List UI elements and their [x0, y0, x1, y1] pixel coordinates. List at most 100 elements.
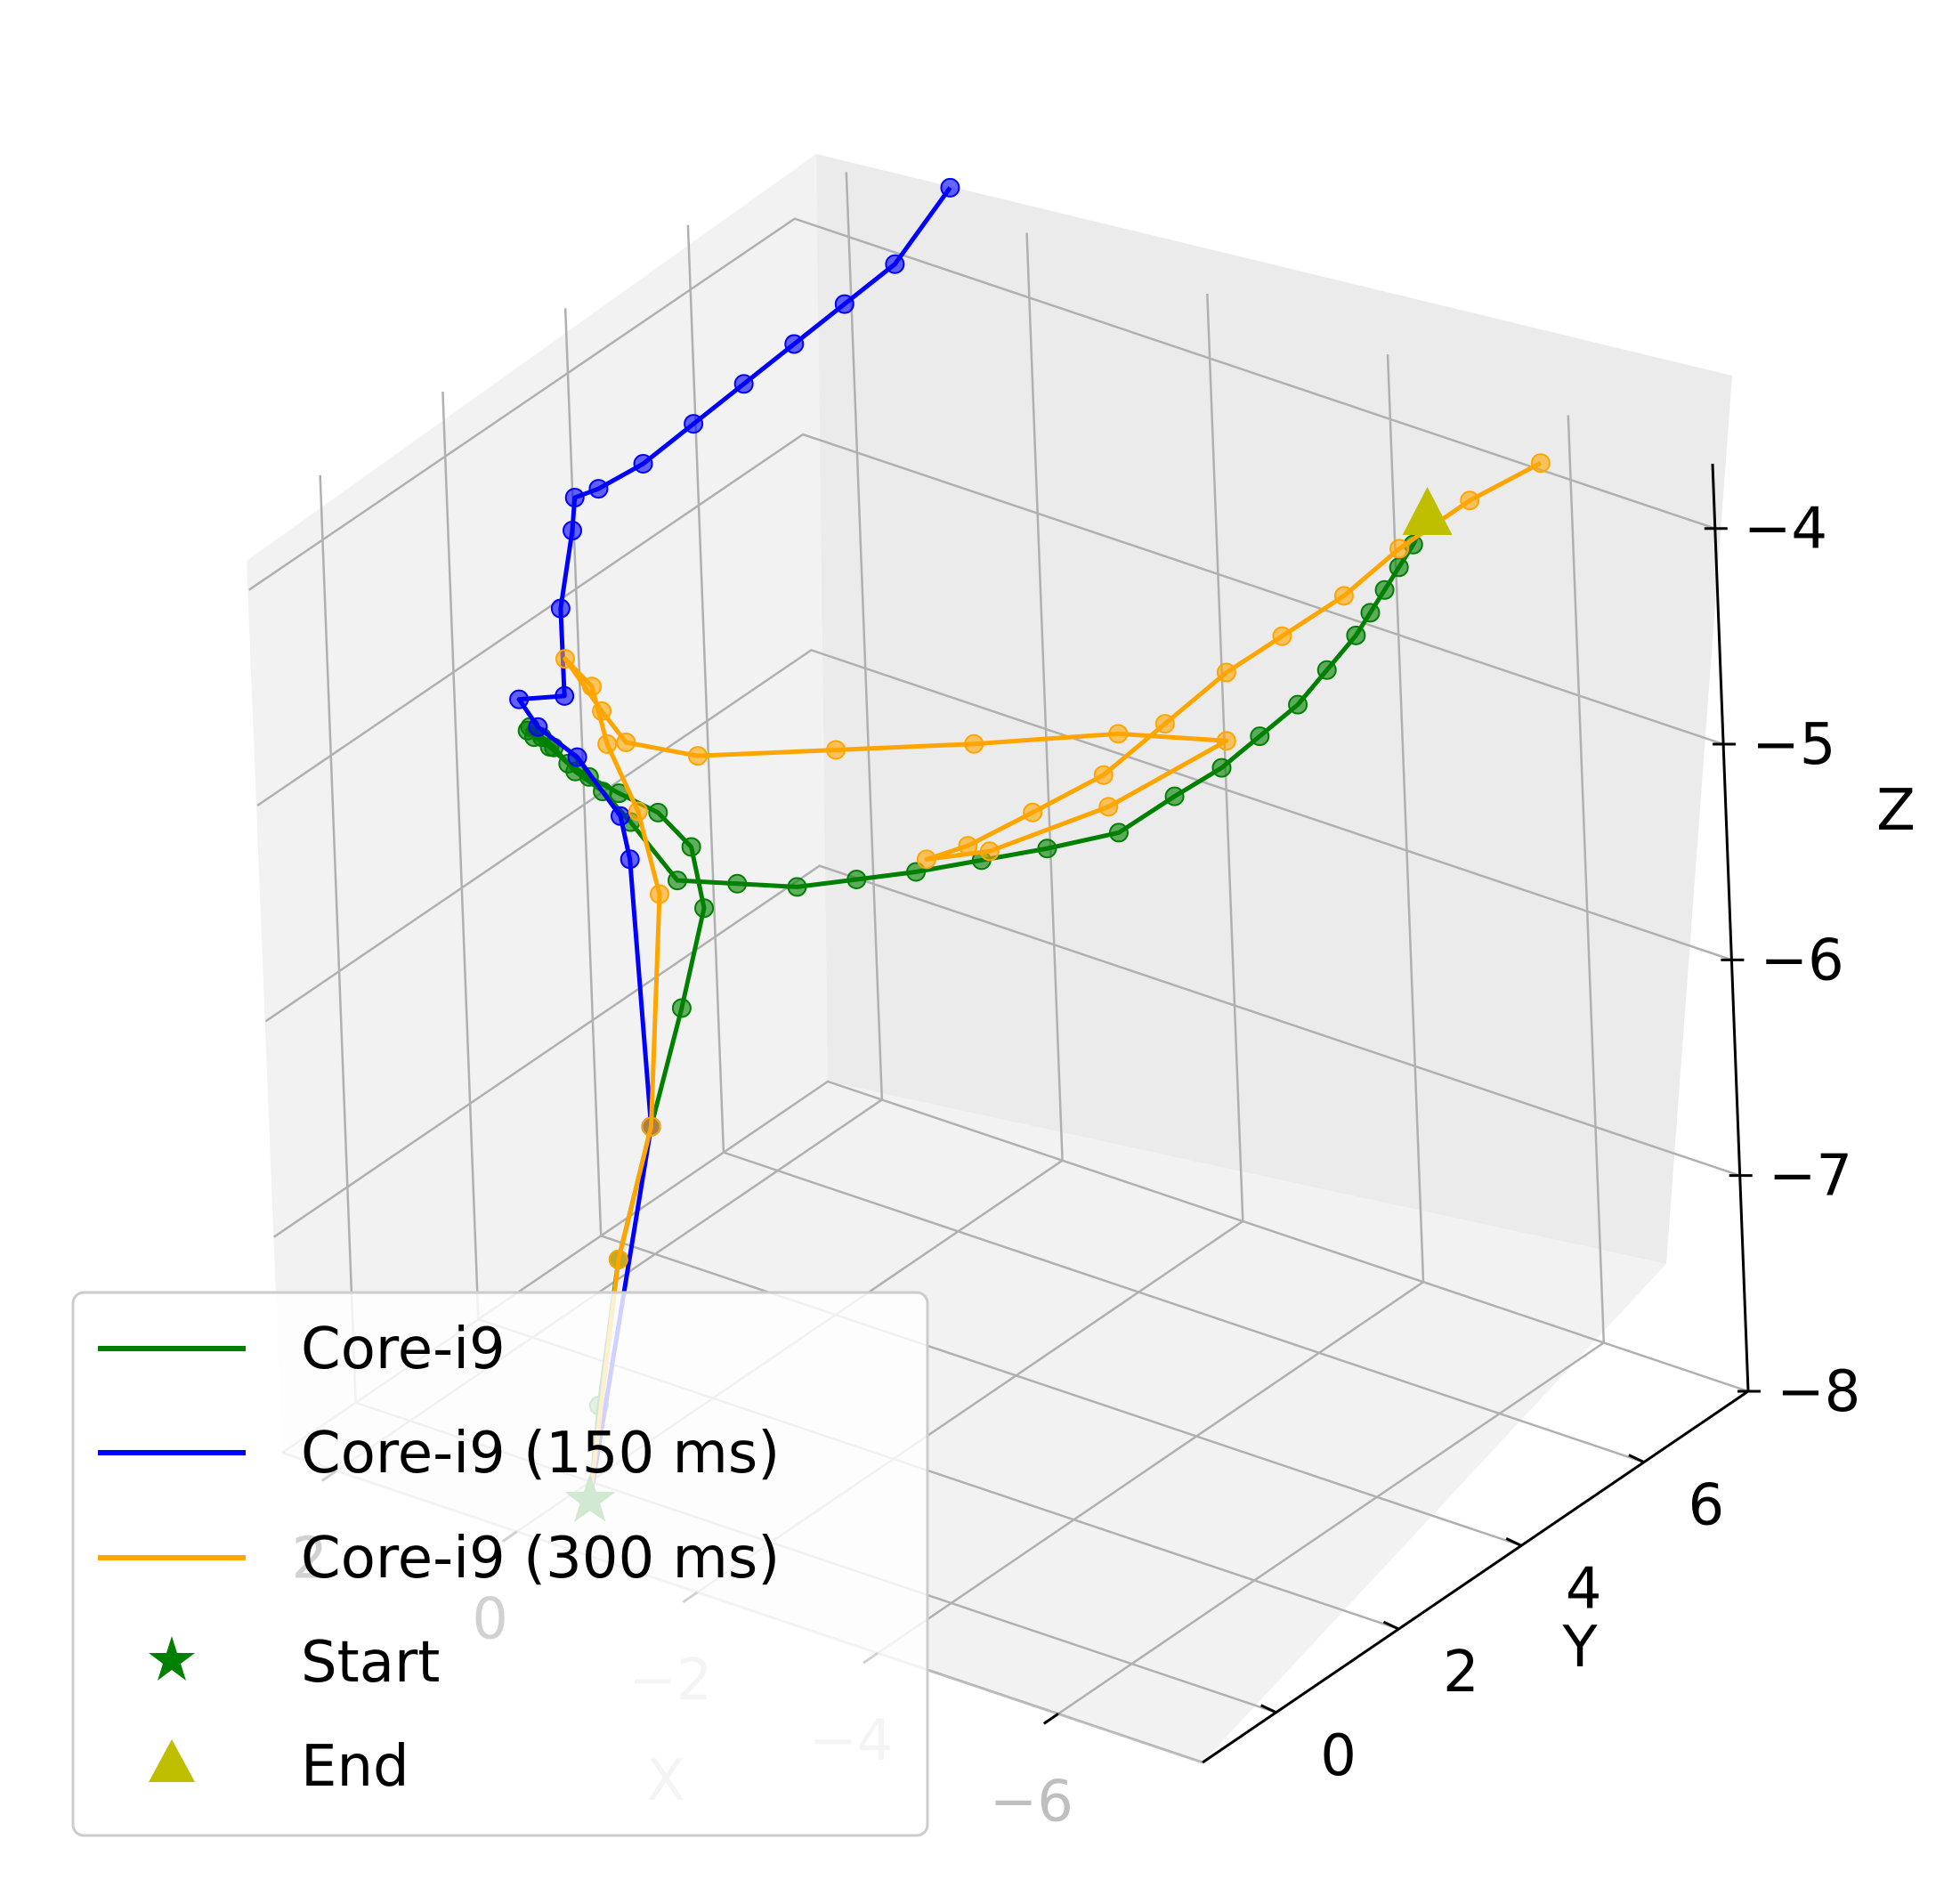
- series-1-point: [1374, 579, 1395, 600]
- series-1-point: [681, 837, 701, 857]
- series-1-point: [1037, 839, 1057, 859]
- series-1-point: [648, 802, 668, 822]
- series-3-point: [1093, 765, 1114, 785]
- series-1-point: [1316, 660, 1337, 680]
- series-3-point: [597, 733, 618, 754]
- series-2-point: [733, 374, 754, 394]
- legend-box: [71, 1291, 929, 1837]
- series-1-point: [1346, 625, 1366, 645]
- z-tick-label: −4: [1744, 497, 1827, 563]
- y-tick-mark: [1260, 1704, 1277, 1714]
- series-1-point: [1360, 603, 1381, 623]
- z-grid-line: [272, 864, 1741, 1238]
- series-1-point: [906, 862, 927, 882]
- series-3-point: [916, 849, 936, 870]
- y-axis-line: [1202, 1390, 1749, 1764]
- series-2-point: [562, 521, 582, 541]
- series-2-point: [784, 334, 805, 354]
- y-tick-label: 2: [1443, 1640, 1479, 1705]
- series-2-point: [940, 177, 960, 198]
- legend-label-core-i9-150: Core-i9 (150 ms): [301, 1421, 780, 1487]
- series-2-point: [564, 488, 585, 508]
- series-1-point: [668, 871, 688, 891]
- series-1-point: [1211, 758, 1232, 778]
- series-1-point: [787, 877, 807, 897]
- x-tick-label: −6: [990, 1769, 1073, 1835]
- y-tick-label: 0: [1320, 1723, 1357, 1789]
- series-3-point: [628, 801, 648, 822]
- series-2-point: [509, 689, 530, 709]
- series-1-point: [1389, 557, 1409, 578]
- legend: Core-i9 Core-i9 (150 ms) Core-i9 (300 ms…: [71, 1291, 929, 1837]
- series-2-point: [611, 806, 631, 826]
- y-tick-mark: [1628, 1454, 1645, 1464]
- series-1-point: [671, 998, 692, 1018]
- series-3-point: [616, 732, 636, 752]
- y-tick-mark: [1382, 1620, 1400, 1631]
- series-3-point: [1023, 802, 1043, 822]
- series-3-point: [649, 884, 669, 904]
- z-axis-title: Z: [1876, 778, 1916, 844]
- series-2-point: [588, 479, 609, 499]
- series-3-point: [1108, 724, 1129, 744]
- grid-lines: [248, 172, 1749, 1715]
- series-3-point: [979, 841, 1000, 862]
- floor-pane: [282, 1082, 1666, 1762]
- z-tick-label: −5: [1752, 712, 1835, 778]
- legend-label-core-i9-300: Core-i9 (300 ms): [301, 1526, 780, 1592]
- series-3-point: [958, 836, 978, 856]
- series-1-point: [846, 869, 867, 889]
- legend-label-core-i9: Core-i9: [301, 1317, 506, 1382]
- series-3-point: [1098, 797, 1119, 817]
- series-1-point: [1288, 694, 1308, 715]
- series-2-point: [567, 747, 587, 767]
- series-2-point: [550, 598, 571, 619]
- series-3-point: [687, 746, 708, 766]
- z-tick-label: −6: [1760, 928, 1843, 993]
- series-3-point: [641, 1116, 661, 1137]
- legend-star-icon: [149, 1636, 195, 1681]
- legend-triangle-icon: [149, 1739, 195, 1782]
- series-3-point: [1216, 731, 1236, 751]
- left-back-pane: [247, 154, 828, 1453]
- series-1-point: [1164, 786, 1185, 806]
- series-3-point: [1333, 586, 1354, 606]
- x-tick-mark: [1042, 1713, 1059, 1725]
- series-3-point: [555, 649, 575, 669]
- series-3-point: [826, 740, 846, 760]
- series-layer: [509, 177, 1551, 1511]
- series-3-point: [1389, 539, 1410, 559]
- series-3-point: [1216, 662, 1236, 683]
- series-2-point: [885, 254, 905, 274]
- series-3-point: [964, 733, 984, 754]
- legend-label-start: Start: [301, 1630, 440, 1696]
- y-tick-label: 4: [1566, 1556, 1602, 1622]
- y-axis-title: Y: [1561, 1615, 1598, 1681]
- z-grid-line: [264, 648, 1732, 1023]
- end-triangle-marker: [1402, 487, 1453, 536]
- series-3-point: [1272, 626, 1292, 646]
- series-2-point: [620, 849, 640, 870]
- series-3-point: [581, 677, 602, 697]
- series-3-line: [563, 460, 1543, 1501]
- series-1-point: [1108, 822, 1129, 843]
- y-tick-label: 6: [1689, 1473, 1725, 1539]
- z-grid-line: [248, 217, 1716, 591]
- z-grid-line: [256, 433, 1724, 807]
- series-3-point: [608, 1249, 628, 1269]
- series-3-point: [592, 701, 612, 721]
- series-2-point: [555, 685, 575, 706]
- series-2-point: [528, 717, 548, 737]
- series-3-point: [1154, 714, 1175, 734]
- series-1-point: [694, 898, 715, 919]
- z-tick-label: −8: [1777, 1359, 1860, 1425]
- series-3-point: [1460, 490, 1480, 511]
- series-1-point: [1250, 726, 1270, 747]
- z-axis-line: [1711, 463, 1750, 1392]
- series-3-point: [1530, 453, 1551, 474]
- series-2-point: [684, 414, 704, 434]
- series-2-point: [834, 294, 855, 314]
- right-back-pane: [816, 154, 1732, 1264]
- y-tick-mark: [1505, 1537, 1522, 1547]
